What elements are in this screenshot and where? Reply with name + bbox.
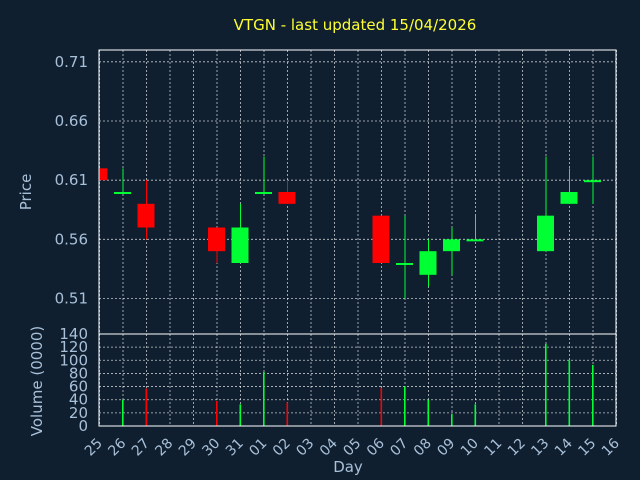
x-tick-label: 31 [223,436,247,460]
x-tick-label: 25 [82,436,106,460]
candle-body [372,215,390,263]
candle [278,180,296,204]
volume-bar [474,404,477,426]
x-tick-label: 06 [364,435,388,459]
candle [255,156,272,194]
volume-bar [404,386,406,426]
x-axis-label: Day [333,458,363,476]
volume-bar [451,414,453,426]
candle [208,227,225,263]
volume-tick-label: 140 [59,325,88,343]
candle-body [560,192,578,204]
candle-body [114,192,131,194]
x-tick-label: 13 [528,436,552,460]
volume-tick-label: 100 [59,351,88,369]
x-tick-label: 27 [129,436,153,460]
x-tick-label: 16 [599,435,623,459]
candle [419,239,437,287]
price-tick-label: 0.56 [55,230,88,248]
candle-body [278,192,296,204]
x-tick-label: 08 [411,436,435,460]
candle [443,227,460,275]
x-tick-label: 03 [293,436,317,460]
x-tick-label: 02 [270,436,294,460]
volume-tick-label: 20 [69,404,88,422]
x-tick-label: 14 [552,435,576,459]
candle-body [396,263,413,265]
candle [231,203,249,263]
candle-body [255,192,272,194]
chart-title: VTGN - last updated 15/04/2026 [234,16,477,34]
x-tick-label: 29 [176,436,200,460]
candle [537,156,554,252]
x-tick-label: 10 [458,436,482,460]
volume-bar [427,399,430,426]
x-tick-label: 12 [505,436,529,460]
candle [396,215,413,299]
volume-grid [99,333,617,427]
volume-bar [286,402,289,426]
volume-bar [592,364,594,426]
volume-bar [216,401,218,426]
volume-tick-label: 0 [78,417,88,435]
volume-bar [239,404,242,426]
x-tick-label: 09 [434,436,458,460]
price-axis-label: Price [17,174,35,211]
candle-body [99,168,108,181]
price-panel: 0.71 0.66 0.61 0.56 0.51 [55,49,617,335]
x-tick-label: 30 [199,436,223,460]
candle [466,215,484,242]
candle [584,156,601,204]
price-y-ticks: 0.71 0.66 0.61 0.56 0.51 [55,53,88,308]
x-tick-label: 26 [105,435,129,459]
candle-body [584,180,601,183]
volume-frame [98,333,617,427]
candle-body [537,215,554,252]
price-tick-label: 0.66 [55,112,88,130]
candle-body [419,251,437,275]
x-tick-label: 28 [152,436,176,460]
volume-axis-label: Volume (0000) [28,326,46,436]
price-frame [98,49,617,335]
volume-bar [145,388,148,426]
volume-bars [122,343,594,426]
x-tick-label: 07 [387,436,411,460]
volume-bar [122,399,124,426]
x-tick-label: 04 [317,435,341,459]
candle-body [231,227,249,263]
candle-body [208,227,225,252]
x-tick-label: 15 [575,436,599,460]
price-grid [99,50,617,334]
volume-tick-label: 80 [69,364,88,382]
volume-tick-label: 60 [69,378,88,396]
volume-bar [380,387,383,426]
candle [99,168,108,181]
price-tick-label: 0.51 [55,290,88,308]
x-tick-label: 11 [481,436,505,460]
candle [372,215,390,263]
volume-bar [263,372,265,426]
candle-body [443,239,460,252]
candle-body [137,203,155,228]
candle-body [466,239,484,242]
candle [114,168,131,194]
volume-tick-label: 40 [69,391,88,409]
x-tick-label: 01 [246,436,270,460]
volume-bar [568,360,571,426]
price-tick-label: 0.61 [55,171,88,189]
volume-tick-label: 120 [59,338,88,356]
candle [137,180,155,240]
x-ticks: 25 26 27 28 29 30 31 01 02 03 04 05 06 07 08 09 10 11 12 13… [82,435,623,459]
candles [99,156,601,299]
price-tick-label: 0.71 [55,53,88,71]
volume-bar [545,343,547,426]
x-tick-label: 05 [340,436,364,460]
candle [560,168,578,204]
